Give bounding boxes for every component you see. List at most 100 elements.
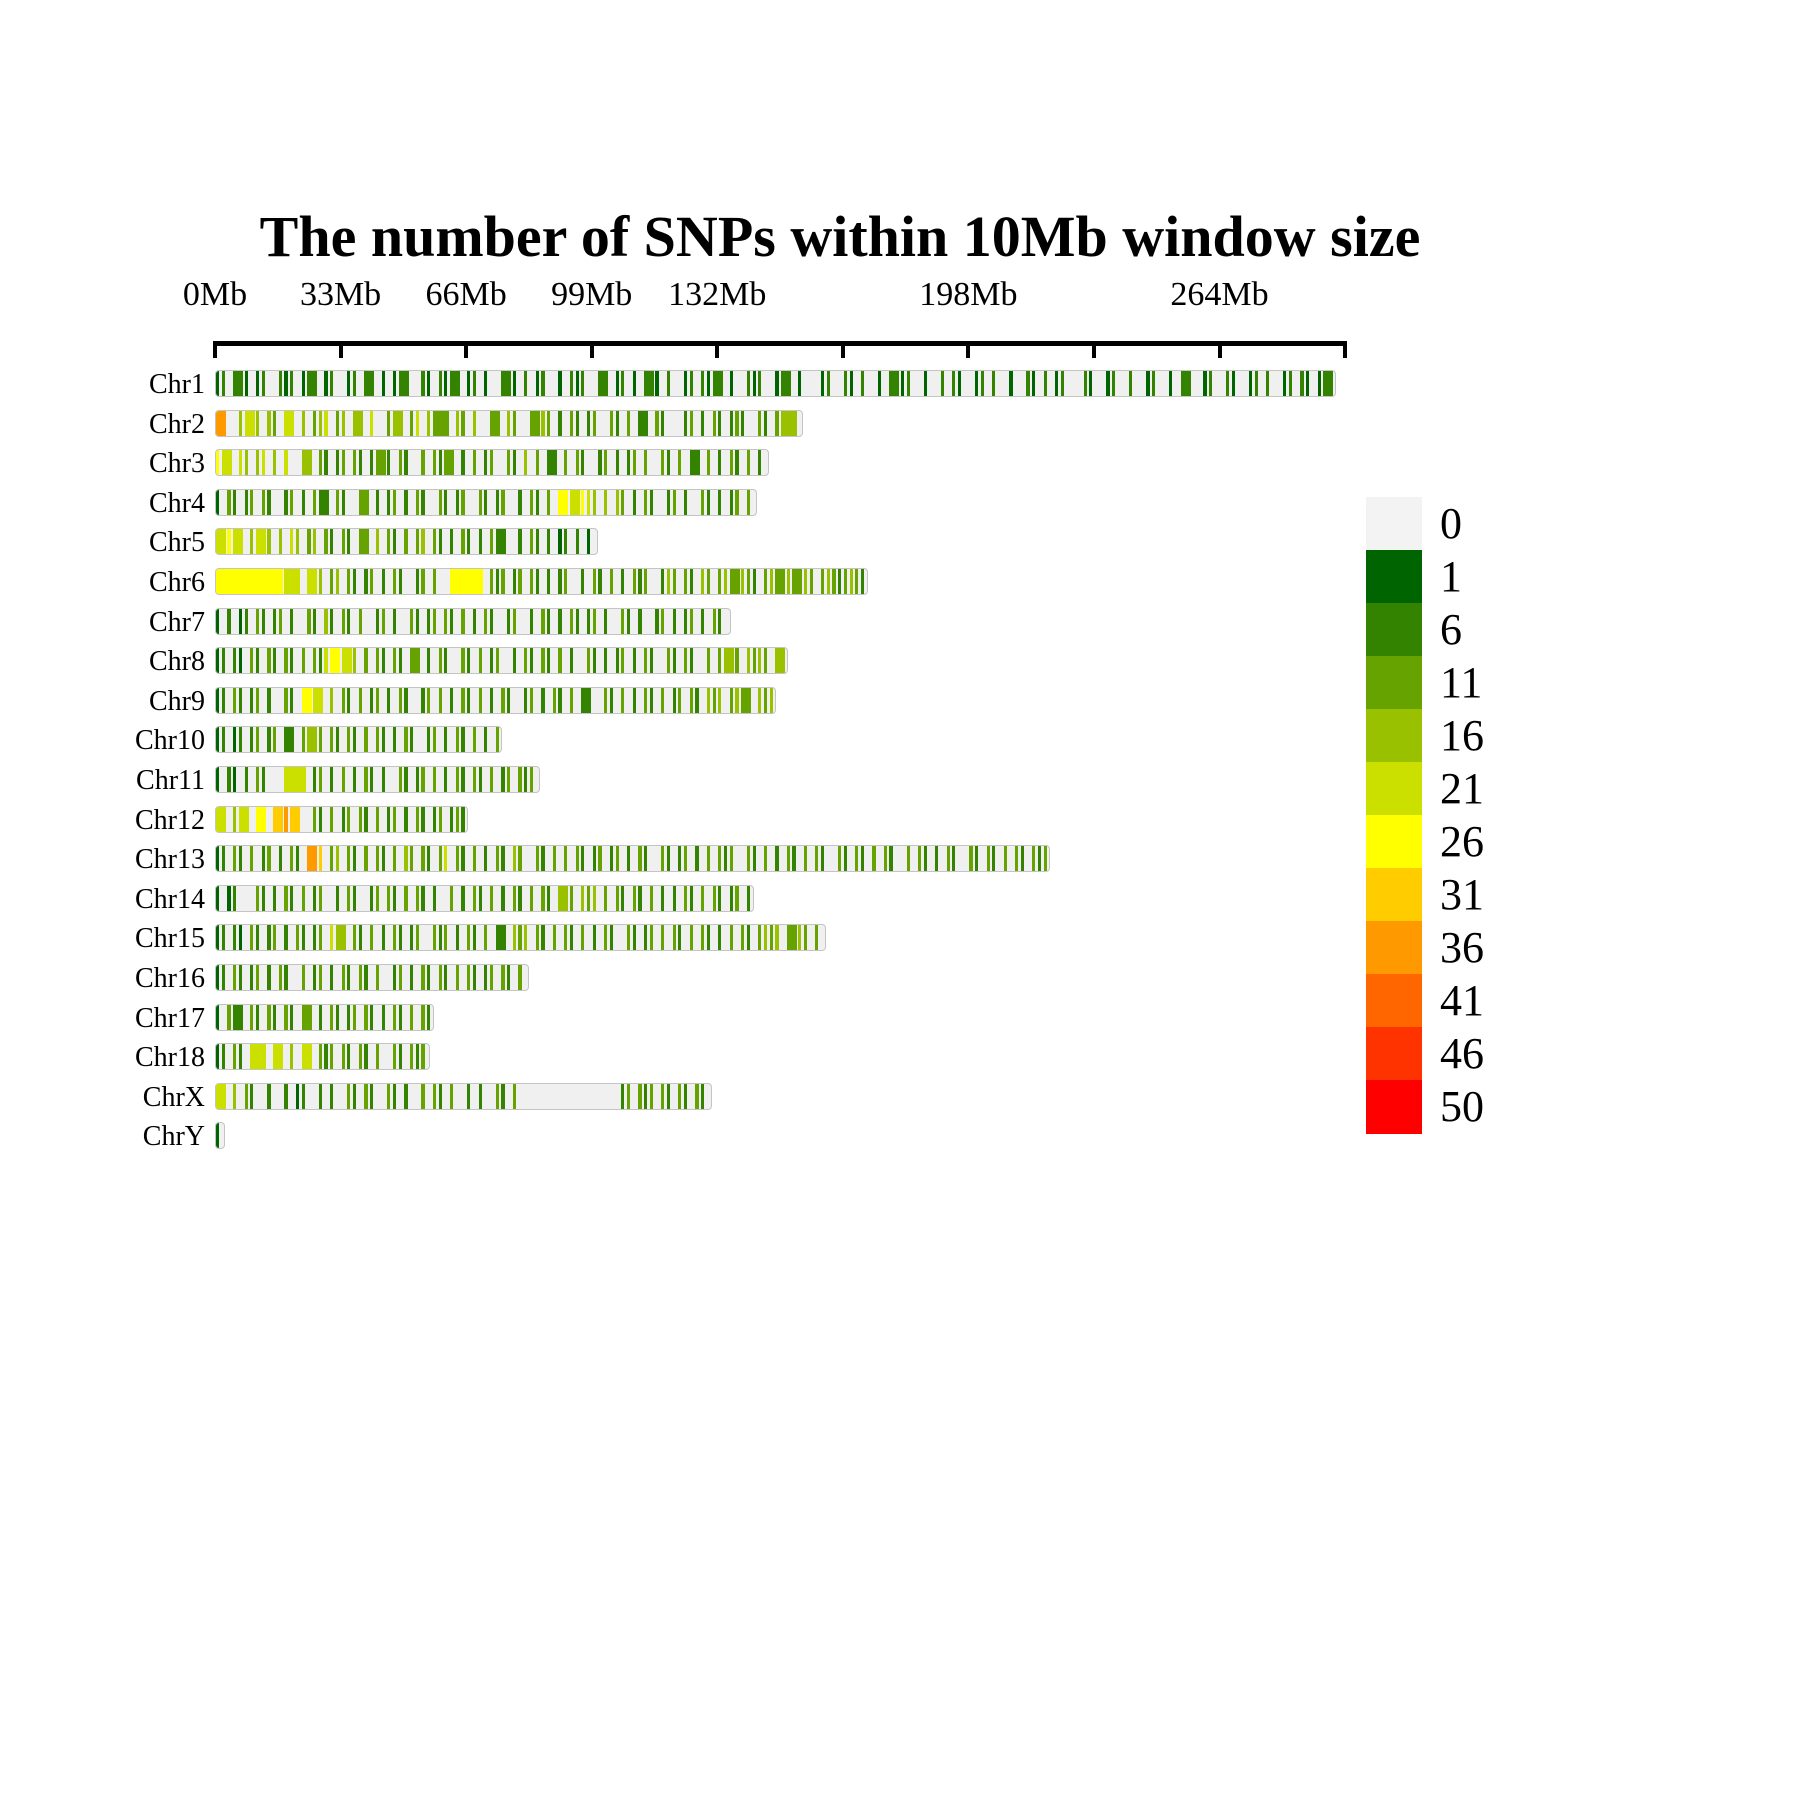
snp-density-segment [489, 608, 494, 634]
snp-density-segment [444, 489, 448, 515]
snp-density-segment [564, 846, 568, 872]
snp-density-segment [638, 846, 642, 872]
snp-density-segment [586, 410, 591, 436]
snp-density-segment [649, 489, 653, 515]
snp-density-segment [370, 767, 374, 792]
snp-density-segment [946, 846, 950, 872]
snp-density-segment [1209, 371, 1213, 396]
snp-density-segment [444, 846, 448, 872]
snp-density-segment [467, 529, 471, 555]
snp-density-segment [461, 885, 465, 911]
snp-density-segment [872, 846, 876, 872]
snp-density-segment [718, 648, 722, 674]
snp-density-segment [392, 529, 397, 555]
snp-density-segment [335, 925, 346, 951]
axis-tick [966, 341, 971, 358]
snp-density-segment [410, 925, 414, 951]
snp-density-segment [381, 767, 385, 792]
snp-density-segment [581, 846, 585, 872]
snp-density-segment [233, 371, 244, 396]
snp-density-segment [461, 450, 465, 476]
snp-density-segment [284, 687, 288, 713]
snp-density-segment [701, 410, 705, 436]
snp-density-segment [290, 529, 294, 555]
snp-density-segment [604, 925, 608, 951]
snp-density-segment [758, 450, 762, 476]
chromosome-label: Chr17 [135, 1002, 205, 1034]
snp-density-segment [472, 846, 477, 872]
snp-density-segment [615, 885, 619, 911]
snp-density-segment [335, 885, 340, 911]
snp-density-segment [421, 371, 425, 396]
snp-density-segment [746, 885, 750, 911]
snp-density-segment [684, 1083, 688, 1109]
chromosome-label: Chr16 [135, 963, 205, 994]
snp-density-segment [233, 1004, 244, 1030]
snp-density-segment [290, 489, 294, 515]
snp-density-segment [666, 1083, 671, 1109]
snp-density-segment [1106, 371, 1110, 396]
legend-swatch [1366, 603, 1422, 657]
snp-density-segment [758, 648, 762, 674]
snp-density-segment [421, 885, 425, 911]
legend-value-label: 50 [1440, 1082, 1484, 1131]
snp-density-segment [233, 727, 237, 753]
snp-density-segment [301, 371, 305, 396]
snp-density-segment [318, 1044, 322, 1070]
snp-density-segment [290, 885, 294, 911]
axis-tick-label: 198Mb [919, 276, 1018, 313]
snp-density-segment [524, 767, 528, 792]
snp-density-segment [489, 529, 494, 555]
snp-density-segment [1152, 371, 1156, 396]
snp-density-segment [1037, 846, 1042, 872]
snp-density-segment [244, 489, 248, 515]
snp-density-segment [786, 925, 797, 951]
snp-density-segment [216, 1083, 226, 1109]
snp-density-segment [718, 410, 722, 436]
snp-density-segment [512, 648, 516, 674]
chromosome-label: Chr13 [135, 844, 205, 876]
chromosome-bar-Chr14 [215, 884, 754, 912]
snp-density-segment [495, 569, 499, 594]
snp-density-segment [455, 767, 459, 792]
snp-density-segment [450, 529, 454, 555]
snp-density-segment [535, 529, 539, 555]
snp-density-segment [569, 608, 574, 634]
snp-density-segment [273, 885, 277, 911]
snp-density-segment [352, 767, 357, 792]
snp-density-segment [216, 569, 284, 594]
snp-density-segment [267, 925, 271, 951]
snp-density-segment [427, 1004, 431, 1030]
snp-density-segment [415, 806, 419, 832]
snp-density-segment [347, 727, 351, 753]
snp-density-segment [769, 687, 773, 713]
snp-density-segment [501, 1083, 505, 1109]
snp-density-segment [495, 489, 499, 515]
snp-density-segment [255, 965, 260, 990]
snp-density-segment [684, 569, 688, 594]
snp-density-segment [250, 925, 254, 951]
snp-density-segment [598, 846, 602, 872]
snp-density-segment [398, 450, 402, 476]
snp-density-segment [661, 450, 665, 476]
axis-tick [1217, 341, 1222, 358]
legend-value-label: 41 [1440, 976, 1484, 1025]
snp-density-segment [735, 687, 739, 713]
snp-density-segment [392, 1044, 397, 1070]
snp-density-segment [472, 727, 477, 753]
snp-density-segment [352, 925, 357, 951]
snp-density-segment [307, 727, 318, 753]
snp-density-segment [273, 410, 277, 436]
snp-density-segment [666, 450, 671, 476]
chromosome-label: ChrY [142, 1121, 205, 1153]
snp-density-segment [233, 885, 237, 911]
snp-density-segment [621, 489, 625, 515]
snp-density-segment [632, 371, 636, 396]
snp-density-segment [661, 569, 665, 594]
snp-density-segment [712, 410, 716, 436]
snp-density-segment [729, 885, 733, 911]
axis-tick [840, 341, 845, 358]
snp-density-segment [255, 529, 266, 555]
snp-density-segment [632, 648, 636, 674]
snp-density-segment [216, 1044, 220, 1070]
